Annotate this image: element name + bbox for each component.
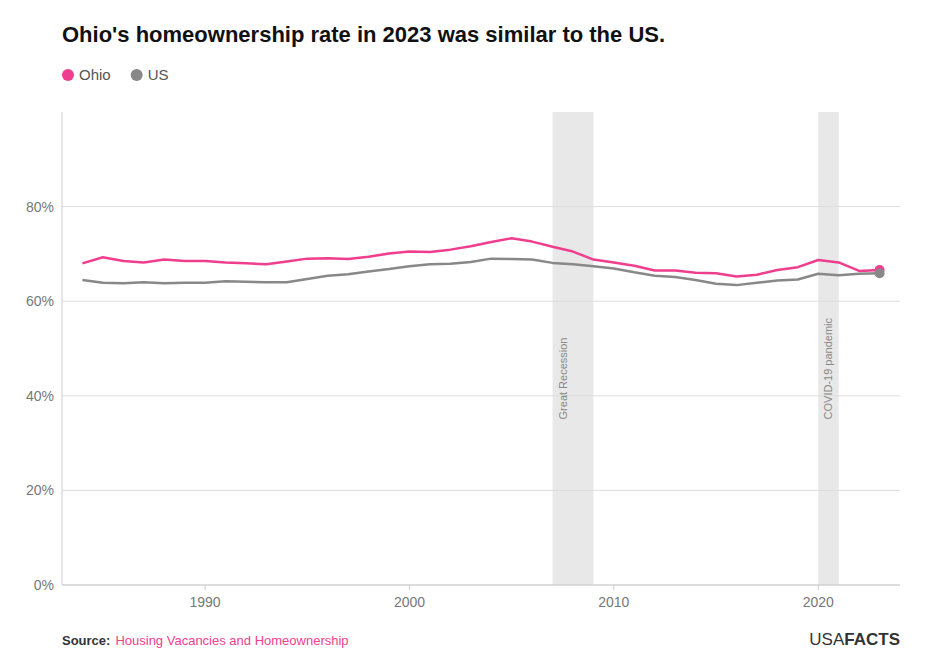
legend-swatch	[131, 69, 143, 81]
y-tick-label: 20%	[26, 482, 54, 498]
legend-label: US	[148, 66, 169, 83]
grid-line	[62, 301, 900, 302]
end-marker	[875, 268, 885, 278]
x-tick	[409, 585, 410, 590]
y-tick-label: 60%	[26, 293, 54, 309]
legend-label: Ohio	[79, 66, 111, 83]
x-tick-label: 1990	[189, 594, 220, 610]
shaded-band	[553, 112, 594, 585]
legend-swatch	[62, 69, 74, 81]
legend: Ohio US	[62, 66, 169, 83]
branding-part: USA	[809, 630, 845, 649]
y-axis-line	[62, 112, 63, 585]
grid-line	[62, 585, 900, 586]
x-tick	[613, 585, 614, 590]
band-label: Great Recession	[557, 338, 569, 420]
y-tick-label: 80%	[26, 199, 54, 215]
y-tick-label: 40%	[26, 388, 54, 404]
grid-line	[62, 490, 900, 491]
grid-line	[62, 395, 900, 396]
x-tick-label: 2000	[394, 594, 425, 610]
series-line	[82, 259, 879, 285]
title: Ohio's homeownership rate in 2023 was si…	[62, 22, 665, 47]
grid-line	[62, 206, 900, 207]
x-tick	[205, 585, 206, 590]
x-tick-label: 2010	[598, 594, 629, 610]
x-tick	[818, 585, 819, 590]
shaded-band	[818, 112, 838, 585]
y-tick-label: 0%	[34, 577, 54, 593]
source: Housing Vacancies and Homeownership	[115, 633, 348, 648]
x-axis: 1990 2000 2010 2020	[189, 585, 834, 610]
y-grid: 0% 20% 40% 60% 80%	[26, 199, 900, 593]
branding-part: FACTS	[844, 630, 900, 649]
chart: Ohio's homeownership rate in 2023 was si…	[0, 0, 928, 661]
bands	[553, 112, 839, 585]
x-tick-label: 2020	[803, 594, 834, 610]
lines	[82, 238, 884, 285]
band-label: COVID-19 pandemic	[822, 317, 834, 419]
x-axis-line	[62, 585, 900, 586]
source-label: Source:	[62, 633, 110, 648]
series-line	[82, 238, 879, 276]
branding: USAFACTS	[809, 630, 900, 649]
